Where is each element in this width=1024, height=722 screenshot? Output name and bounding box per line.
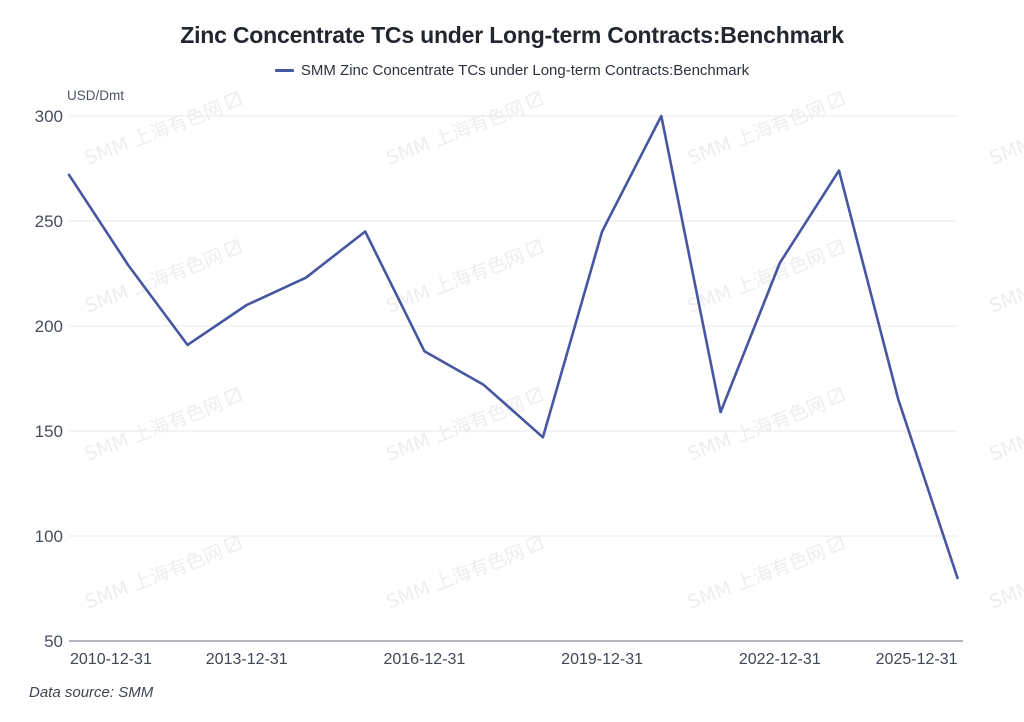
y-axis-tick-label: 100 [35, 527, 63, 546]
smm-watermark-logo-icon [832, 241, 840, 256]
y-axis-tick-label: 250 [35, 212, 63, 231]
x-axis-tick-label: 2010-12-31 [70, 651, 152, 668]
smm-watermark: SMM 上海有色网 [986, 393, 1024, 466]
smm-watermark-text: SMM 上海有色网 [685, 245, 829, 318]
smm-watermark-text: SMM 上海有色网 [986, 393, 1024, 466]
y-axis-tick-label: 300 [35, 107, 63, 126]
x-axis-tick-label: 2013-12-31 [206, 651, 288, 668]
smm-watermark-logo-icon [525, 90, 544, 110]
smm-watermark: SMM 上海有色网 [685, 534, 846, 614]
smm-watermark: SMM 上海有色网 [383, 534, 544, 614]
x-axis-tick-label: 2025-12-31 [876, 651, 958, 668]
smm-watermark-text: SMM 上海有色网 [82, 97, 226, 170]
smm-watermark-text: SMM 上海有色网 [685, 97, 829, 170]
smm-watermark: SMM 上海有色网 [685, 238, 846, 318]
smm-watermark: SMM 上海有色网 [383, 90, 544, 170]
y-axis-tick-label: 50 [44, 632, 63, 651]
smm-watermark-logo-icon [832, 537, 840, 552]
smm-watermark-text: SMM 上海有色网 [383, 541, 527, 614]
smm-watermark-text: SMM 上海有色网 [383, 97, 527, 170]
smm-watermark-logo-icon [223, 90, 243, 110]
smm-watermark-text: SMM 上海有色网 [685, 393, 829, 466]
smm-watermark-logo-icon [826, 90, 846, 110]
x-axis-tick-label: 2022-12-31 [739, 651, 821, 668]
y-axis-unit-label: USD/Dmt [67, 88, 124, 103]
smm-watermark-logo-icon [525, 534, 544, 554]
smm-watermark-logo-icon [530, 537, 538, 552]
smm-watermark-logo-icon [826, 534, 846, 554]
chart-title: Zinc Concentrate TCs under Long-term Con… [180, 22, 844, 48]
smm-watermark: SMM 上海有色网 [685, 90, 846, 170]
legend-label: SMM Zinc Concentrate TCs under Long-term… [300, 62, 750, 79]
smm-watermark: SMM 上海有色网 [986, 245, 1024, 318]
smm-watermark: SMM 上海有色网 [82, 386, 243, 466]
series-line [67, 114, 959, 580]
smm-watermark-logo-icon [229, 537, 237, 552]
smm-watermark-logo-icon [832, 93, 840, 108]
smm-watermark-logo-icon [229, 93, 237, 108]
smm-watermark-logo-icon [525, 238, 544, 258]
y-axis-tick-label: 150 [35, 422, 63, 441]
smm-watermark-text: SMM 上海有色网 [986, 245, 1024, 318]
smm-watermark-text: SMM 上海有色网 [986, 541, 1024, 614]
smm-watermark: SMM 上海有色网 [383, 386, 544, 466]
smm-watermark: SMM 上海有色网 [383, 238, 544, 318]
smm-watermark-logo-icon [530, 93, 538, 108]
data-source-note: Data source: SMM [29, 684, 154, 701]
smm-watermark-logo-icon [223, 534, 243, 554]
x-axis-tick-label: 2016-12-31 [383, 651, 465, 668]
smm-watermark-logo-icon [832, 389, 840, 404]
smm-watermark-text: SMM 上海有色网 [383, 245, 527, 318]
legend: SMM Zinc Concentrate TCs under Long-term… [0, 62, 1024, 79]
smm-watermark-text: SMM 上海有色网 [82, 245, 226, 318]
smm-watermark-text: SMM 上海有色网 [82, 393, 226, 466]
smm-watermark-logo-icon [530, 389, 538, 404]
smm-watermark: SMM 上海有色网 [986, 541, 1024, 614]
smm-watermark-logo-icon [229, 389, 237, 404]
smm-watermark-logo-icon [530, 241, 538, 256]
smm-watermark-logo-icon [229, 241, 237, 256]
smm-watermark: SMM 上海有色网 [82, 238, 243, 318]
legend-item[interactable]: SMM Zinc Concentrate TCs under Long-term… [274, 62, 750, 79]
x-axis-tick-label: 2019-12-31 [561, 651, 643, 668]
smm-watermark: SMM 上海有色网 [82, 534, 243, 614]
smm-watermark-text: SMM 上海有色网 [986, 97, 1024, 170]
smm-watermark-text: SMM 上海有色网 [685, 541, 829, 614]
smm-watermark-logo-icon [826, 238, 846, 258]
smm-watermark-logo-icon [223, 238, 243, 258]
smm-watermark: SMM 上海有色网 [986, 97, 1024, 170]
smm-watermark-logo-icon [223, 386, 243, 406]
smm-watermark: SMM 上海有色网 [685, 386, 846, 466]
y-axis-tick-label: 200 [35, 317, 63, 336]
smm-watermark-text: SMM 上海有色网 [82, 541, 226, 614]
smm-watermark-logo-icon [826, 386, 846, 406]
smm-watermark-logo-icon [525, 386, 544, 406]
legend-line-marker [274, 69, 294, 72]
